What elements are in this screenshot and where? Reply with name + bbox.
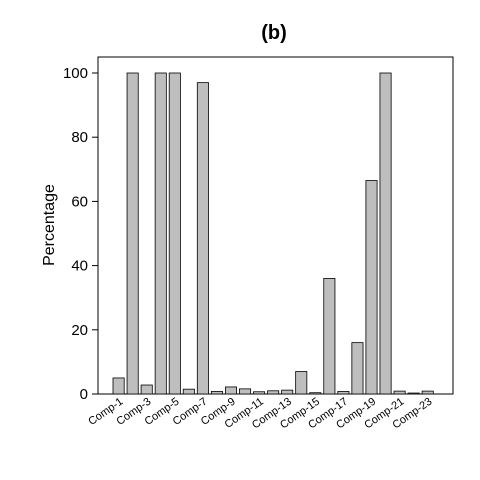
y-tick-label: 100 xyxy=(63,65,88,82)
bar-comp-18 xyxy=(351,342,364,395)
y-tick-label: 80 xyxy=(71,129,88,146)
bar-comp-16 xyxy=(323,278,336,395)
y-tick-label: 0 xyxy=(80,386,88,403)
y-tick-label: 40 xyxy=(71,258,88,275)
bar-comp-3 xyxy=(140,384,153,395)
bar-comp-19 xyxy=(365,180,378,395)
bar-comp-22 xyxy=(407,392,420,395)
y-tick-label: 60 xyxy=(71,193,88,210)
bar-comp-14 xyxy=(295,371,308,395)
bar-comp-2 xyxy=(126,72,139,395)
bar-comp-21 xyxy=(393,390,406,395)
plot-frame xyxy=(97,56,454,395)
bar-comp-7 xyxy=(196,82,209,395)
bar-comp-9 xyxy=(224,386,237,395)
bar-comp-15 xyxy=(309,392,322,395)
y-axis: 0 20 40 60 80 100 xyxy=(63,65,98,403)
bar-comp-17 xyxy=(337,391,350,395)
bar-comp-23 xyxy=(421,390,434,395)
bar-comp-5 xyxy=(168,72,181,395)
x-axis-labels: Comp-1Comp-3Comp-5Comp-7Comp-9Comp-11Com… xyxy=(86,396,434,432)
y-tick-label: 20 xyxy=(71,322,88,339)
bar-comp-6 xyxy=(182,388,195,395)
bar-comp-11 xyxy=(253,391,266,395)
bar-comp-10 xyxy=(239,388,252,395)
bar-comp-4 xyxy=(154,72,167,395)
bar-comp-1 xyxy=(112,377,125,395)
bar-comp-13 xyxy=(281,389,294,395)
bar-comp-20 xyxy=(379,72,392,395)
y-axis-label: Percentage xyxy=(41,184,58,266)
bar-comp-8 xyxy=(210,391,223,395)
bars-group xyxy=(112,72,434,395)
chart-title: (b) xyxy=(261,22,287,44)
bar-comp-12 xyxy=(267,390,280,395)
